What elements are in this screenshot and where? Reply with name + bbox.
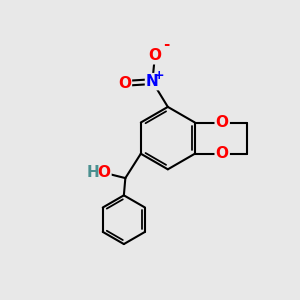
Text: H: H [86,165,99,180]
Text: N: N [146,74,159,89]
Text: O: O [98,165,110,180]
Text: O: O [148,48,161,63]
Text: -: - [163,37,170,52]
Text: O: O [216,115,229,130]
Text: O: O [216,146,229,161]
Text: O: O [118,76,131,91]
Text: +: + [154,69,164,82]
